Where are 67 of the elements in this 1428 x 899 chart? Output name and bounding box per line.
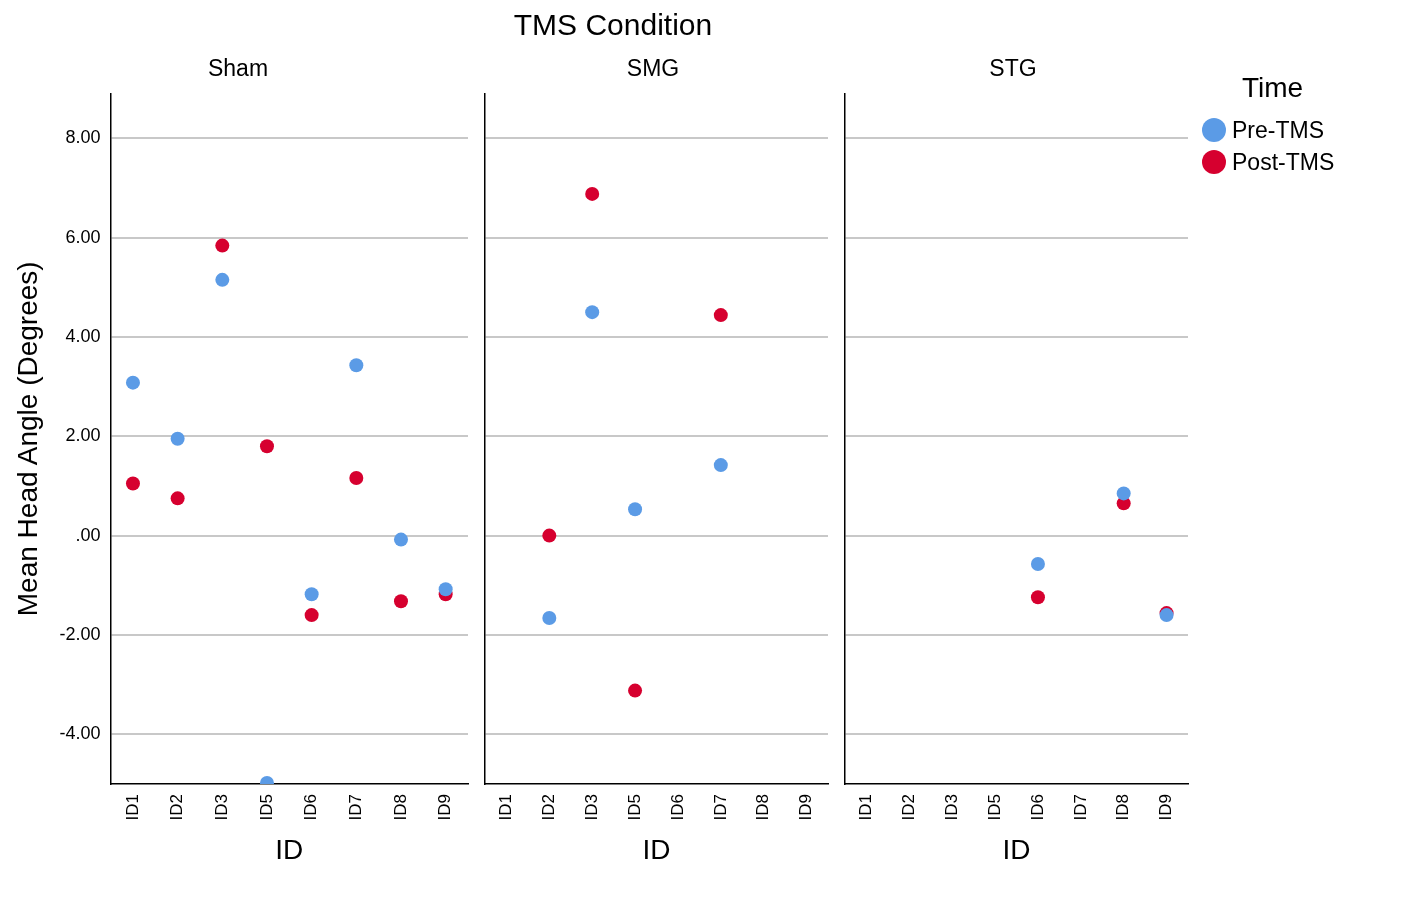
x-tick-label: ID2: [539, 793, 558, 821]
x-tick-label: ID8: [390, 793, 410, 821]
point: [438, 582, 453, 597]
legend-label: Pre-TMS: [1232, 116, 1324, 144]
x-tick-label: ID8: [1113, 793, 1133, 821]
point: [215, 238, 230, 253]
point: [304, 608, 319, 623]
x-tick-label: ID1: [122, 793, 142, 821]
x-tick-label: ID1: [496, 793, 516, 821]
point: [542, 611, 557, 626]
x-tick-label: ID7: [710, 793, 730, 821]
point: [713, 458, 728, 473]
legend-label: Post-TMS: [1232, 148, 1335, 176]
x-tick-label: ID3: [941, 793, 961, 821]
point: [170, 491, 185, 506]
chart-title: Sham: [207, 55, 269, 82]
point: [542, 528, 557, 543]
point: [125, 476, 140, 491]
y-tick-label: -4.00: [59, 723, 101, 744]
point: [215, 272, 230, 287]
x-axis-title: ID: [1002, 833, 1031, 865]
chart-title: SMG: [626, 55, 680, 82]
point: [628, 502, 643, 517]
point: [170, 431, 185, 446]
x-tick-label: ID9: [1156, 793, 1176, 821]
x-tick-label: ID6: [1027, 793, 1047, 821]
x-tick-label: ID6: [667, 793, 687, 821]
point: [628, 683, 643, 698]
point: [125, 375, 140, 390]
point: [713, 308, 728, 323]
point: [393, 594, 408, 609]
x-tick-label: ID7: [346, 793, 366, 821]
x-tick-label: ID3: [581, 793, 601, 821]
point: [393, 532, 408, 547]
x-tick-label: ID3: [211, 793, 231, 821]
x-tick-label: ID2: [899, 793, 918, 821]
x-tick-label: ID5: [624, 793, 644, 821]
x-axis-title: ID: [275, 833, 304, 865]
x-tick-label: ID9: [796, 793, 816, 821]
point: [304, 587, 319, 602]
x-tick-label: ID5: [256, 793, 276, 821]
x-tick-label: ID5: [984, 793, 1004, 821]
chart-title: STG: [989, 55, 1037, 82]
point: [259, 439, 274, 454]
x-tick-label: ID6: [301, 793, 321, 821]
point: [585, 186, 600, 201]
y-tick-label: -2.00: [59, 623, 101, 644]
point: [349, 471, 364, 486]
x-tick-label: ID9: [435, 793, 455, 821]
x-tick-label: ID2: [167, 793, 187, 821]
point: [1030, 556, 1045, 571]
y-tick-label: 8.00: [65, 127, 101, 148]
x-axis-title: ID: [642, 833, 671, 865]
y-axis-title: Mean Head Angle (Degrees): [11, 261, 43, 617]
x-tick-label: ID8: [753, 793, 773, 821]
point: [1030, 590, 1045, 605]
legend-title: Time: [1241, 72, 1305, 104]
point: [1116, 486, 1131, 501]
y-tick-label: 6.00: [65, 226, 101, 247]
y-tick-label: .00: [75, 524, 101, 545]
point: [349, 358, 364, 373]
y-tick-label: 2.00: [65, 425, 101, 446]
y-tick-label: 4.00: [65, 325, 101, 346]
x-tick-label: ID7: [1070, 793, 1090, 821]
point: [585, 305, 600, 320]
x-tick-label: ID1: [856, 793, 876, 821]
text: TMS Condition: [512, 8, 714, 43]
